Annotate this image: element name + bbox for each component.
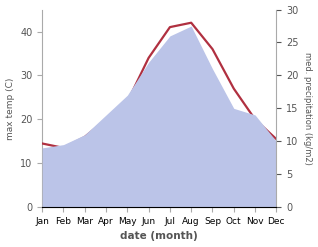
Y-axis label: max temp (C): max temp (C) [5,77,15,140]
X-axis label: date (month): date (month) [121,231,198,242]
Y-axis label: med. precipitation (kg/m2): med. precipitation (kg/m2) [303,52,313,165]
